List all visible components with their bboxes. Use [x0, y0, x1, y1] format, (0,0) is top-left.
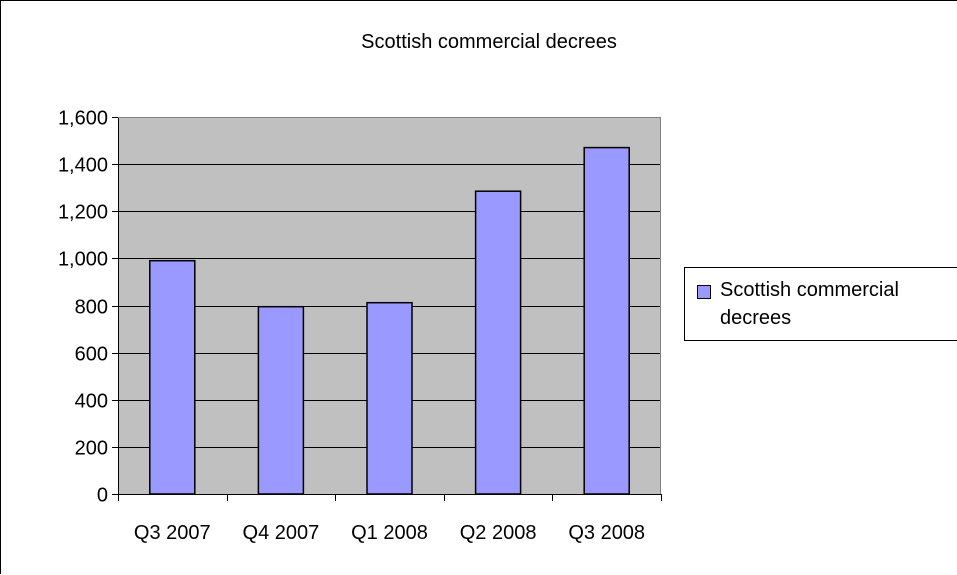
- x-tick-label: Q1 2008: [351, 522, 428, 544]
- bar-q2-2008: [474, 190, 522, 495]
- y-tick-label: 0: [97, 485, 108, 507]
- bar-q3-2008: [583, 146, 630, 495]
- bar-q1-2008: [366, 301, 413, 495]
- y-tick-label: 1,000: [58, 249, 108, 271]
- legend: Scottish commercial decrees: [684, 267, 957, 341]
- y-tick-labels: 0 200 400 600 800 1,000 1,200 1,400 1,600: [58, 108, 108, 507]
- bars: [149, 146, 630, 495]
- y-tick-label: 1,200: [58, 202, 108, 224]
- y-tick-label: 200: [75, 438, 108, 460]
- y-tick-label: 1,600: [58, 108, 108, 130]
- bar-q3-2007: [149, 259, 196, 495]
- legend-label: Scottish commercial decrees: [720, 279, 899, 329]
- y-tick-label: 400: [75, 391, 108, 413]
- y-tick-label: 600: [75, 344, 108, 366]
- x-tick-label: Q3 2008: [568, 522, 645, 544]
- x-tick-label: Q2 2008: [460, 522, 537, 544]
- x-tick-label: Q4 2007: [243, 522, 320, 544]
- chart-title: Scottish commercial decrees: [361, 31, 617, 53]
- axes: [112, 117, 662, 501]
- y-tick-label: 1,400: [58, 155, 108, 177]
- y-tick-label: 800: [75, 297, 108, 319]
- bar-q4-2007: [257, 305, 305, 495]
- legend-swatch: [697, 285, 711, 299]
- x-tick-labels: Q3 2007 Q4 2007 Q1 2008 Q2 2008 Q3 2008: [134, 522, 645, 544]
- x-tick-label: Q3 2007: [134, 522, 211, 544]
